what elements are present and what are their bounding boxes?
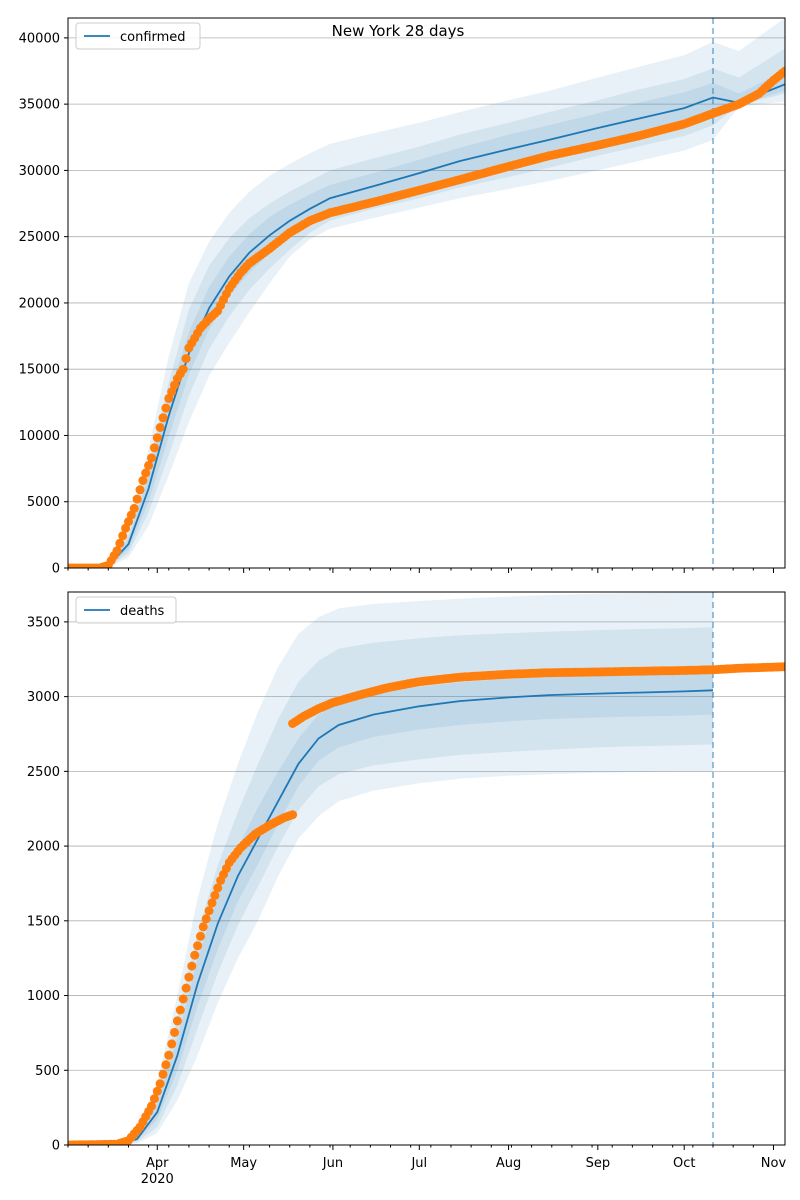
y-tick-label: 0 [52, 562, 60, 577]
figure-title: New York 28 days [332, 22, 465, 40]
y-tick-label: 2000 [27, 840, 60, 855]
observed-point [155, 423, 165, 432]
observed-point [115, 538, 125, 548]
observed-point [138, 476, 148, 485]
observed-point [118, 531, 128, 541]
y-tick-label: 3500 [27, 615, 60, 630]
y-tick-label: 25000 [19, 230, 60, 245]
observed-point [147, 453, 156, 463]
y-tick-label: 500 [35, 1064, 60, 1079]
y-tick-label: 1000 [27, 989, 60, 1004]
observed-point [172, 1016, 182, 1026]
y-tick-label: 15000 [19, 363, 60, 378]
x-tick-label: Jun [322, 1156, 343, 1171]
observed-point [141, 468, 151, 478]
model-line-confirmed [68, 83, 785, 568]
observed-point [155, 1079, 165, 1089]
observed-point [184, 972, 194, 982]
observed-point [181, 354, 191, 364]
y-tick-label: 10000 [19, 429, 60, 444]
legend-box [75, 22, 201, 50]
plot-frame [67, 591, 786, 1146]
plot-area [68, 18, 785, 568]
observed-point [187, 961, 197, 971]
y-tick-label: 0 [52, 1139, 60, 1154]
observed-point [144, 461, 154, 470]
observed-point [147, 1101, 156, 1111]
observed-point [152, 1086, 162, 1096]
y-tick-label: 3000 [27, 690, 60, 705]
panel-confirmed: 0 5000 10000 15000 20000 25000 30000 35000 40000… [19, 17, 786, 577]
legend-box [75, 596, 177, 624]
observed-point [178, 994, 188, 1004]
y-tick-label: 20000 [19, 296, 60, 311]
x-tick-label: Oct [673, 1156, 695, 1171]
observed-point [149, 1094, 159, 1104]
observed-point [158, 1069, 168, 1079]
y-tick-label: 5000 [27, 495, 60, 510]
x-tick-label: Aug [496, 1156, 521, 1171]
observed-point [780, 662, 785, 672]
y-tick-label: 30000 [19, 164, 60, 179]
observed-point [204, 906, 214, 916]
observed-point [167, 1039, 177, 1049]
observed-point [135, 485, 145, 495]
observed-point [112, 546, 122, 556]
observed-point [210, 890, 220, 900]
observed-point [780, 66, 785, 76]
y-tick-label: 1500 [27, 914, 60, 929]
y-tick-label: 40000 [19, 31, 60, 46]
observed-point [181, 983, 191, 993]
plot-area [68, 592, 785, 1145]
observed-point [158, 413, 168, 423]
y-tick-label: 35000 [19, 98, 60, 113]
observed-point [198, 922, 208, 932]
observed-point [164, 1050, 174, 1060]
observed-point [288, 810, 298, 820]
observed-point [207, 898, 217, 908]
observed-point [161, 1060, 171, 1070]
observed-point [149, 443, 159, 453]
observed-point [178, 364, 188, 374]
x-tick-label: Nov [761, 1156, 787, 1171]
x-tick-label: Jul [410, 1156, 427, 1171]
y-tick-label: 2500 [27, 765, 60, 780]
observed-point [175, 1005, 185, 1015]
x-tick-label: Sep [586, 1156, 611, 1171]
observed-point [132, 494, 142, 504]
observed-point [129, 503, 139, 513]
x-tick-label: May [230, 1156, 257, 1171]
band-middle [68, 627, 713, 1145]
observed-point [201, 914, 211, 924]
observed-point [152, 433, 162, 443]
model-line-deaths [68, 689, 714, 1145]
band-outer [68, 18, 785, 568]
legend-label: deaths [120, 604, 165, 619]
observed-point [196, 931, 205, 941]
plot-frame [67, 17, 786, 569]
observed-point [213, 883, 223, 893]
observed-point [190, 950, 200, 960]
observed-point [161, 403, 171, 413]
legend-label: confirmed [120, 30, 186, 45]
x-tick-label: Apr [146, 1156, 169, 1171]
observed-point [170, 1027, 179, 1037]
x-year-label: 2020 [141, 1172, 174, 1187]
band-outer [68, 592, 713, 1145]
observed-point [193, 941, 203, 951]
